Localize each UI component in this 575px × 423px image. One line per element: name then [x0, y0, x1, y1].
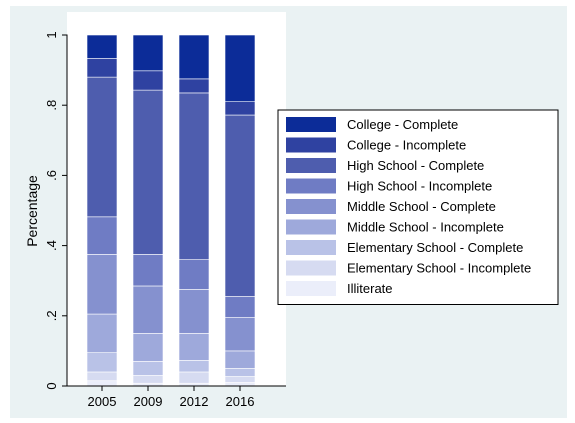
legend: College - Complete College - Incomplete Hi… [277, 109, 559, 305]
legend-label: Middle School - Incomplete [347, 220, 504, 235]
y-axis: 0 .2 .4 .6 .8 1 [44, 31, 68, 390]
bar-segment [224, 368, 256, 377]
legend-swatch [286, 260, 336, 276]
bar-segment [132, 89, 164, 255]
y-tick-label: 0 [44, 382, 59, 389]
bar-segment [86, 352, 118, 373]
bar-segment [224, 296, 256, 318]
legend-swatch [286, 137, 336, 153]
y-tick-label: .4 [44, 240, 59, 251]
bar-segment [132, 333, 164, 362]
bar-segment [224, 350, 256, 369]
legend-label: College - Complete [347, 117, 458, 132]
legend-item: Elementary School - Incomplete [286, 260, 531, 276]
bar-segment [132, 34, 164, 72]
bar-stack-2016 [224, 34, 256, 387]
bar-segment [224, 376, 256, 383]
x-tick-label: 2005 [88, 394, 117, 409]
legend-item: College - Complete [286, 117, 458, 132]
x-axis: 2005 2009 2012 2016 [67, 385, 286, 409]
bar-segment [132, 70, 164, 91]
bar-segment [86, 313, 118, 353]
bar-segment [224, 114, 256, 297]
bar-segment [178, 360, 210, 373]
x-tick-label: 2016 [226, 394, 255, 409]
legend-label: High School - Complete [347, 158, 484, 173]
bar-stack-2005 [86, 34, 118, 387]
legend-item: Elementary School - Complete [286, 240, 523, 255]
x-tick-label: 2012 [180, 394, 209, 409]
bar-segment [86, 34, 118, 59]
legend-swatch [286, 240, 336, 255]
bar-segment [178, 92, 210, 260]
bar-segment [178, 289, 210, 334]
legend-label: Elementary School - Incomplete [347, 261, 531, 276]
x-tick-label: 2009 [134, 394, 163, 409]
legend-item: High School - Complete [286, 158, 484, 173]
bar-segment [178, 333, 210, 361]
bar-segment [132, 285, 164, 334]
y-axis-label: Percentage [24, 175, 40, 247]
legend-item: College - Incomplete [286, 137, 466, 153]
bar-segment [86, 380, 118, 387]
bar-segment [178, 259, 210, 290]
bar-stack-2009 [132, 34, 164, 387]
legend-item: Middle School - Incomplete [286, 219, 504, 235]
legend-item: High School - Incomplete [286, 178, 492, 194]
bar-segment [86, 58, 118, 78]
bar-segment [132, 361, 164, 376]
bar-segment [86, 76, 118, 218]
legend-swatch [286, 219, 336, 235]
stacked-bar-chart: 0 .2 .4 .6 .8 1 2005 2009 2012 2016 Percentage C… [24, 12, 559, 409]
bar-segment [224, 101, 256, 116]
y-tick-label: .8 [44, 100, 59, 111]
bar-stack-2012 [178, 34, 210, 387]
chart-frame: 0 .2 .4 .6 .8 1 2005 2009 2012 2016 Percentage C… [10, 6, 567, 418]
y-tick-label: 1 [44, 31, 59, 38]
bar-segment [178, 371, 210, 384]
legend-label: Elementary School - Complete [347, 240, 523, 255]
legend-label: Middle School - Complete [347, 199, 496, 214]
y-tick-label: .6 [44, 170, 59, 181]
legend-swatch [286, 281, 336, 296]
bars-group [86, 34, 256, 387]
legend-label: College - Incomplete [347, 138, 466, 153]
bar-segment [178, 34, 210, 80]
legend-label: Illiterate [347, 281, 393, 296]
legend-item: Middle School - Complete [286, 199, 496, 214]
bar-segment [224, 34, 256, 102]
legend-swatch [286, 178, 336, 194]
bar-segment [178, 78, 210, 94]
bar-segment [86, 371, 118, 382]
bar-segment [86, 216, 118, 255]
legend-item: Illiterate [286, 281, 393, 296]
bar-segment [224, 317, 256, 352]
bar-segment [86, 254, 118, 315]
legend-swatch [286, 117, 336, 132]
legend-swatch [286, 158, 336, 173]
bar-segment [224, 382, 256, 387]
bar-segment [132, 375, 164, 384]
y-tick-label: .2 [44, 310, 59, 321]
bar-segment [132, 254, 164, 287]
legend-label: High School - Incomplete [347, 179, 492, 194]
legend-swatch [286, 199, 336, 214]
